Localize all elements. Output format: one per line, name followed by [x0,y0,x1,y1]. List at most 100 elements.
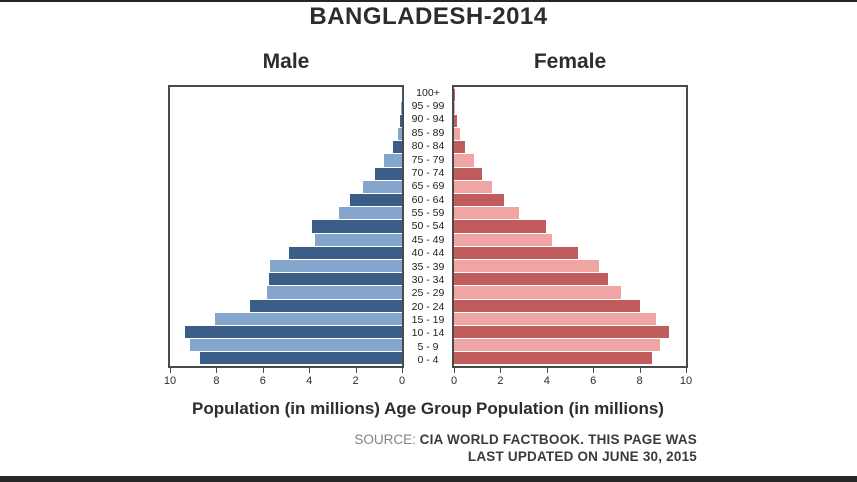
x-axis-tick-label: 6 [259,375,266,387]
female-bar-row [454,339,686,352]
female-bar-row [454,220,686,233]
male-bar-45-49 [314,233,402,246]
age-group-label: 65 - 69 [411,180,445,193]
age-group-label-column: 100+ 95 - 99 90 - 94 85 - 89 80 - 84 75 - 79 7… [404,85,452,368]
female-bar-50-54 [454,220,546,233]
male-bar-row [170,101,402,114]
x-axis-tick-mark [309,368,311,373]
male-bar-row [170,128,402,141]
x-axis-tick-label: 2 [352,375,359,387]
age-group-label: 25 - 29 [411,287,445,300]
female-pyramid-panel [452,85,688,368]
female-bar-85-89 [454,128,460,141]
male-bar-30-34 [268,273,402,286]
female-bar-row [454,101,686,114]
female-bar-40-44 [454,246,578,259]
female-bar-row [454,352,686,365]
top-edge-line [0,0,857,2]
female-bar-row [454,207,686,220]
x-axis-tick-label: 0 [398,375,406,387]
x-axis-tick-label: 6 [590,375,597,387]
x-axis-tick-label: 4 [306,375,313,387]
x-axis-tick-label: 4 [543,375,550,387]
female-bar-65-69 [454,180,493,193]
female-axis-label: Population (in millions) [476,399,664,418]
male-bar-row [170,167,402,180]
x-axis-tick-mark [500,368,502,373]
male-panel-header: Male [262,50,310,73]
female-bar-row [454,312,686,325]
chart-title: BANGLADESH-2014 [309,3,548,30]
age-group-label: 75 - 79 [411,153,445,166]
male-bar-row [170,273,402,286]
male-bar-5-9 [189,339,402,352]
female-bar-15-19 [454,312,657,325]
male-bar-40-44 [288,246,402,259]
female-bar-80-84 [454,141,466,154]
male-bar-row [170,325,402,339]
female-bar-row [454,167,686,180]
female-bar-70-74 [454,167,482,180]
female-bar-75-79 [454,154,475,167]
female-bar-20-24 [454,299,641,312]
male-bar-row [170,114,402,128]
female-bar-90-94 [454,114,457,128]
x-axis-tick-label: 10 [679,375,693,387]
male-bar-row [170,259,402,273]
female-bar-30-34 [454,273,609,286]
female-bar-10-14 [454,325,669,339]
male-bar-row [170,194,402,207]
x-axis-tick-mark [170,368,171,373]
female-bar-row [454,325,686,339]
male-bar-row [170,154,402,167]
age-group-label: 80 - 84 [411,140,445,153]
x-axis-tick-mark [639,368,641,373]
x-axis-tick-mark [262,368,264,373]
female-bar-row [454,299,686,312]
male-bar-95-99 [401,101,402,114]
age-group-label: 55 - 59 [411,207,445,220]
age-group-label: 35 - 39 [411,260,445,273]
male-bar-35-39 [269,259,402,273]
male-bar-row [170,299,402,312]
male-bar-55-59 [338,207,402,220]
female-bar-row [454,246,686,259]
male-bar-row [170,312,402,325]
female-bar-row [454,154,686,167]
female-bar-row [454,180,686,193]
age-group-label: 70 - 74 [411,166,445,179]
x-axis-tick-label: 2 [497,375,504,387]
age-group-label: 100+ [416,86,440,99]
age-group-label: 10 - 14 [411,327,445,340]
age-group-axis-label: Age Group [384,399,472,418]
male-bar-row [170,141,402,154]
male-bar-25-29 [266,286,402,299]
female-bar-row [454,233,686,246]
male-bar-15-19 [215,312,402,325]
x-axis-tick-mark [686,368,687,373]
female-bar-60-64 [454,194,505,207]
x-axis-tick-mark [216,368,218,373]
female-bar-row [454,88,686,101]
age-group-label: 30 - 34 [411,273,445,286]
male-bar-90-94 [399,114,402,128]
male-bar-row [170,220,402,233]
female-x-axis: 0 2 4 6 8 10 [450,368,692,392]
male-bar-80-84 [393,141,402,154]
x-axis-tick-mark [355,368,357,373]
female-bar-row [454,141,686,154]
x-axis-tick-label: 0 [450,375,458,387]
female-panel-header: Female [533,50,607,73]
male-bar-row [170,233,402,246]
female-bar-5-9 [454,339,661,352]
source-text-line2: LAST UPDATED ON JUNE 30, 2015 [467,449,697,464]
male-pyramid-panel [168,85,404,368]
x-axis-tick-label: 8 [213,375,220,387]
age-group-label: 5 - 9 [417,340,439,353]
age-group-label: 0 - 4 [417,354,439,367]
age-group-label: 15 - 19 [411,314,445,327]
male-bar-70-74 [374,167,402,180]
female-bar-95-99 [454,101,456,114]
male-bar-65-69 [362,180,402,193]
male-bar-0-4 [199,352,402,365]
